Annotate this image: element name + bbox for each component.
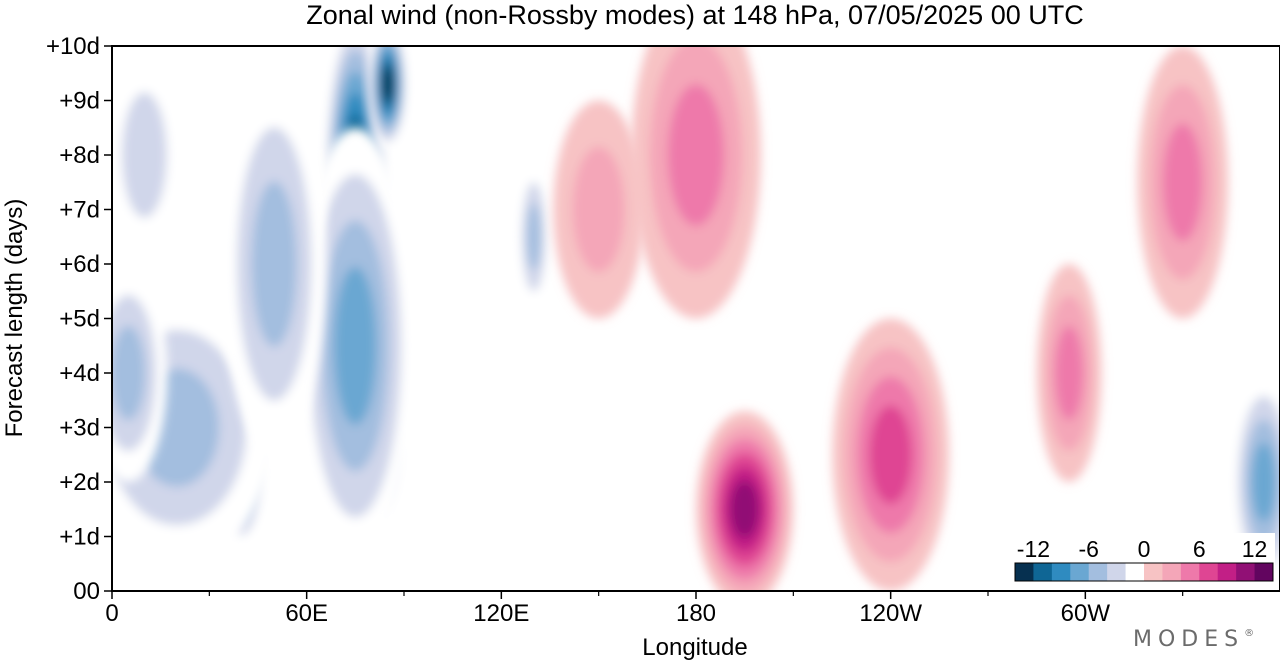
contour-level--4 [122,92,167,218]
wind-field [112,46,1280,591]
y-tick-label: +1d [59,524,100,551]
y-axis-label: Forecast length (days) [1,199,28,438]
colorbar-label: -12 [1017,536,1050,562]
contour-level-6 [1162,123,1203,242]
contour-level-6 [1055,325,1084,421]
y-tick-label: +7d [59,197,100,224]
colorbar-swatch [1033,563,1053,581]
wind-anomaly-westerly-16 [1137,46,1229,319]
y-tick-label: +3d [59,415,100,442]
wind-anomaly-easterly-5 [112,264,168,482]
x-axis: 0 60E 120E 180 120W 60W [105,591,1184,627]
y-axis: 00 +1d +2d +3d +4d +5d +6d +7d +8d +9d +10d [46,33,112,605]
contour-level--6 [251,181,297,347]
y-tick-label: +9d [59,88,100,115]
x-tick-label: 0 [105,600,118,627]
y-tick-label: +6d [59,251,100,278]
wind-anomaly-westerly-13 [631,46,761,319]
contour-level--14 [382,66,394,102]
wind-anomaly-easterly-10 [112,46,184,264]
contour-level--8 [1252,442,1276,522]
colorbar-swatch [1254,563,1274,581]
colorbar-swatch [1088,563,1108,581]
colorbar-swatch [1051,563,1071,581]
y-tick-label: +5d [59,306,100,333]
contour-level-6 [667,84,725,226]
colorbar-swatch [1125,563,1145,581]
colorbar-label: 0 [1138,536,1151,562]
wind-anomaly-easterly-8 [517,160,550,314]
colorbar-frame [1014,562,1274,582]
x-tick-label: 120E [473,600,529,627]
colorbar-swatch [1070,563,1090,581]
y-tick-label: +10d [46,33,100,60]
wind-anomaly-westerly-12 [832,318,950,591]
watermark-text: MODES [1133,627,1244,652]
contour-level-8 [869,405,912,505]
colorbar-label: 6 [1193,536,1206,562]
colorbar-swatch [1162,563,1182,581]
colorbar-swatch [1236,563,1256,581]
contour-level-4 [572,146,625,273]
colorbar-swatch [1144,563,1163,581]
wind-anomaly-easterly-6 [296,127,414,564]
contour-level--6 [526,203,541,270]
wind-anomaly-westerly-11 [696,411,794,591]
chart-title: Zonal wind (non-Rossby modes) at 148 hPa… [306,0,1083,30]
colorbar: -12 -6 0 6 12 [1013,533,1275,583]
wind-anomaly-easterly-1 [368,46,408,150]
colorbar-label: -6 [1078,536,1098,562]
contour-level--8 [334,266,377,425]
contour-level--6 [112,325,146,421]
wind-anomaly-westerly-15 [1036,264,1102,482]
x-axis-label: Longitude [642,634,747,661]
y-tick-label: +2d [59,469,100,496]
y-tick-label: +4d [59,360,100,387]
watermark-mark: ® [1244,628,1260,639]
x-tick-label: 180 [676,600,716,627]
y-tick-label: 00 [73,578,100,605]
colorbar-label: 12 [1242,536,1268,562]
y-tick-label: +8d [59,142,100,169]
x-tick-label: 120W [859,600,922,627]
contour-level-12 [730,480,759,538]
wind-anomaly-westerly-14 [553,100,645,319]
x-tick-label: 60E [285,600,328,627]
colorbar-swatch [1199,563,1219,581]
modes-watermark: MODES® [1133,627,1260,652]
colorbar-swatch [1180,563,1200,581]
colorbar-swatch [1015,563,1034,581]
colorbar-swatch [1217,563,1237,581]
wind-anomaly-easterly-7 [222,73,327,455]
colorbar-swatch [1107,563,1127,581]
x-tick-label: 60W [1061,600,1111,627]
